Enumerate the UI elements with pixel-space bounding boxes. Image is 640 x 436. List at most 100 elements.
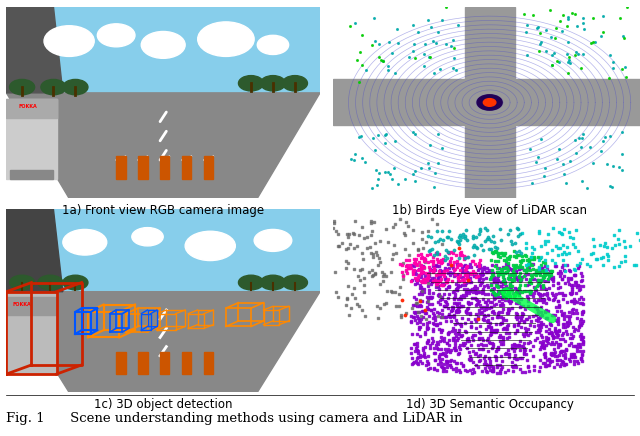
Point bbox=[461, 292, 471, 299]
Point bbox=[513, 263, 524, 270]
Point bbox=[441, 299, 451, 306]
Point bbox=[432, 220, 442, 227]
Point bbox=[503, 230, 513, 237]
Point bbox=[349, 284, 359, 291]
Point bbox=[456, 262, 466, 269]
Point bbox=[493, 277, 503, 284]
Point bbox=[602, 251, 612, 258]
Point bbox=[608, 64, 618, 71]
Point bbox=[417, 360, 428, 367]
Point bbox=[557, 320, 568, 327]
Point bbox=[451, 347, 461, 354]
Point bbox=[503, 306, 513, 313]
Point bbox=[436, 260, 446, 267]
Point bbox=[568, 235, 578, 242]
Point bbox=[406, 317, 417, 324]
Point bbox=[547, 61, 557, 68]
Point bbox=[474, 334, 484, 341]
Point bbox=[544, 285, 554, 292]
Point bbox=[493, 291, 503, 298]
Point bbox=[413, 258, 424, 265]
Point bbox=[434, 268, 444, 275]
Point bbox=[454, 320, 465, 327]
Point bbox=[443, 249, 453, 255]
Point bbox=[426, 335, 436, 342]
Point bbox=[536, 324, 546, 330]
Point bbox=[499, 256, 509, 263]
Point bbox=[533, 327, 543, 334]
Point bbox=[511, 269, 521, 276]
Point bbox=[423, 336, 433, 343]
Point bbox=[425, 341, 435, 348]
Point bbox=[448, 303, 458, 310]
Point bbox=[574, 135, 584, 142]
Point bbox=[510, 262, 520, 269]
Point bbox=[472, 296, 483, 303]
Point bbox=[540, 353, 550, 360]
Point bbox=[471, 274, 481, 281]
Point bbox=[402, 269, 412, 276]
Point bbox=[566, 330, 577, 337]
Point bbox=[538, 266, 548, 273]
Point bbox=[517, 368, 527, 375]
Point bbox=[572, 298, 582, 305]
Point bbox=[564, 53, 574, 60]
Point bbox=[554, 352, 564, 359]
Point bbox=[397, 259, 408, 266]
Point bbox=[417, 307, 427, 314]
Point bbox=[396, 312, 406, 319]
Point bbox=[466, 318, 476, 325]
Point bbox=[500, 294, 511, 301]
Point bbox=[476, 340, 486, 347]
Point bbox=[437, 364, 447, 371]
Point bbox=[608, 58, 618, 65]
Point bbox=[522, 52, 532, 59]
Point bbox=[536, 318, 546, 325]
Point bbox=[369, 15, 379, 22]
Point bbox=[410, 293, 420, 300]
Point bbox=[531, 159, 541, 166]
Point bbox=[365, 220, 376, 227]
Point bbox=[562, 322, 572, 329]
Point bbox=[429, 252, 440, 259]
Point bbox=[547, 296, 557, 303]
Point bbox=[545, 359, 556, 366]
Point bbox=[490, 294, 500, 301]
Point bbox=[618, 238, 628, 245]
Point bbox=[506, 284, 516, 291]
Point bbox=[541, 323, 552, 330]
Point bbox=[373, 132, 383, 139]
Point bbox=[554, 268, 564, 275]
Point bbox=[556, 231, 566, 238]
Point bbox=[570, 267, 580, 274]
Point bbox=[483, 297, 493, 304]
Point bbox=[516, 296, 527, 303]
Point bbox=[444, 282, 454, 289]
Point bbox=[531, 299, 541, 306]
Point bbox=[415, 324, 425, 331]
Point bbox=[515, 248, 525, 255]
Point bbox=[467, 271, 477, 278]
Point bbox=[488, 277, 499, 284]
Point bbox=[429, 306, 439, 313]
Point bbox=[427, 245, 437, 252]
Point bbox=[528, 266, 538, 272]
Bar bbox=[182, 352, 191, 374]
Point bbox=[476, 241, 486, 248]
Point bbox=[442, 278, 452, 285]
Point bbox=[484, 245, 494, 252]
Point bbox=[444, 311, 454, 318]
Point bbox=[459, 294, 469, 301]
Point bbox=[445, 43, 456, 50]
Point bbox=[431, 262, 441, 269]
Point bbox=[539, 343, 549, 350]
Point bbox=[552, 356, 562, 363]
Point bbox=[451, 307, 461, 313]
Point bbox=[501, 268, 511, 275]
Circle shape bbox=[260, 75, 285, 91]
Point bbox=[566, 340, 576, 347]
Point bbox=[408, 129, 418, 136]
Point bbox=[563, 13, 573, 20]
Point bbox=[374, 41, 385, 48]
Point bbox=[422, 275, 432, 282]
